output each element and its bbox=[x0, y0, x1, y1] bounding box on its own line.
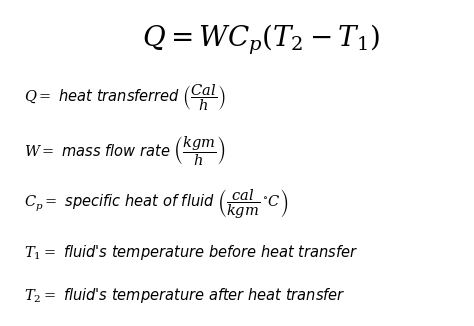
Text: $T_2 = $ fluid's temperature after heat transfer: $T_2 = $ fluid's temperature after heat … bbox=[24, 286, 346, 304]
Text: $C_p = $ specific heat of fluid $\left(\dfrac{cal}{kgm}\,^{\circ}C\right)$: $C_p = $ specific heat of fluid $\left(\… bbox=[24, 187, 288, 220]
Text: $Q = $ heat transferred $\left(\dfrac{Cal}{h}\right)$: $Q = $ heat transferred $\left(\dfrac{Ca… bbox=[24, 82, 225, 113]
Text: $T_1 = $ fluid's temperature before heat transfer: $T_1 = $ fluid's temperature before heat… bbox=[24, 243, 358, 262]
Text: $W = $ mass flow rate $\left(\dfrac{kgm}{h}\right)$: $W = $ mass flow rate $\left(\dfrac{kgm}… bbox=[24, 135, 225, 168]
Text: $Q = WC_p(T_2 - T_1)$: $Q = WC_p(T_2 - T_1)$ bbox=[142, 23, 380, 57]
